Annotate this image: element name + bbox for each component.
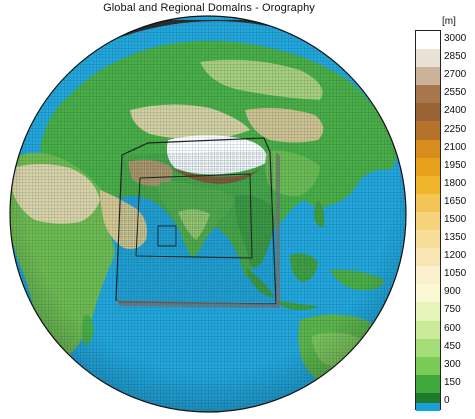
legend-label-2100: 2100: [444, 141, 467, 153]
legend-label-2250: 2250: [444, 123, 467, 135]
legend-swatch-1200: [416, 248, 440, 267]
legend-colorbar: [415, 30, 441, 412]
legend-label-450: 450: [444, 340, 461, 352]
legend-label-1350: 1350: [444, 232, 467, 244]
legend-swatch-450: [416, 338, 440, 358]
legend-swatch-1950: [416, 157, 440, 177]
legend-swatch-2250: [416, 121, 440, 141]
map-title: Global and Regional Domalns - Orography: [103, 2, 315, 14]
legend-label-1200: 1200: [444, 250, 467, 262]
legend-swatch-1050: [416, 266, 440, 285]
legend-swatch-1500: [416, 211, 440, 231]
globe-shading: [10, 16, 406, 412]
legend-swatch-2700: [416, 67, 440, 86]
legend-swatch-2100: [416, 139, 440, 159]
legend-label-1650: 1650: [444, 195, 467, 207]
legend-swatch-600: [416, 320, 440, 340]
legend-label-150: 150: [444, 376, 461, 388]
legend-label-1950: 1950: [444, 159, 467, 171]
legend-swatch-1650: [416, 193, 440, 213]
legend-swatch-ocean: [416, 403, 440, 411]
legend-label-1500: 1500: [444, 214, 467, 225]
legend-label-0: 0: [444, 394, 450, 406]
legend-swatch-1800: [416, 175, 440, 195]
legend-label-300: 300: [444, 358, 461, 370]
legend-label-2700: 2700: [444, 69, 467, 81]
legend-swatch-2550: [416, 85, 440, 104]
legend-label-900: 900: [444, 286, 461, 298]
legend-swatch-1350: [416, 230, 440, 249]
legend-swatch-2400: [416, 103, 440, 122]
legend-label-2550: 2550: [444, 87, 467, 99]
legend-swatch-900: [416, 284, 440, 303]
orography-globe-map: [9, 15, 407, 413]
legend-label-3000: 3000: [444, 33, 467, 45]
legend-label-600: 600: [444, 322, 461, 334]
orography-legend: [m] 3000 2850 2700 2550 2400 2250 2100 1950 1800…: [413, 16, 475, 416]
legend-swatch-750: [416, 302, 440, 322]
legend-label-1050: 1050: [444, 268, 467, 280]
legend-label-2850: 2850: [444, 51, 467, 63]
legend-swatch-3000: [416, 31, 440, 50]
globe-outline: [9, 15, 407, 413]
legend-label-750: 750: [444, 304, 461, 316]
legend-label-1800: 1800: [444, 177, 467, 189]
legend-swatch-300: [416, 356, 440, 376]
legend-swatch-150: [416, 374, 440, 394]
legend-label-2400: 2400: [444, 105, 467, 117]
legend-swatch-2850: [416, 49, 440, 68]
legend-unit: [m]: [442, 16, 456, 27]
